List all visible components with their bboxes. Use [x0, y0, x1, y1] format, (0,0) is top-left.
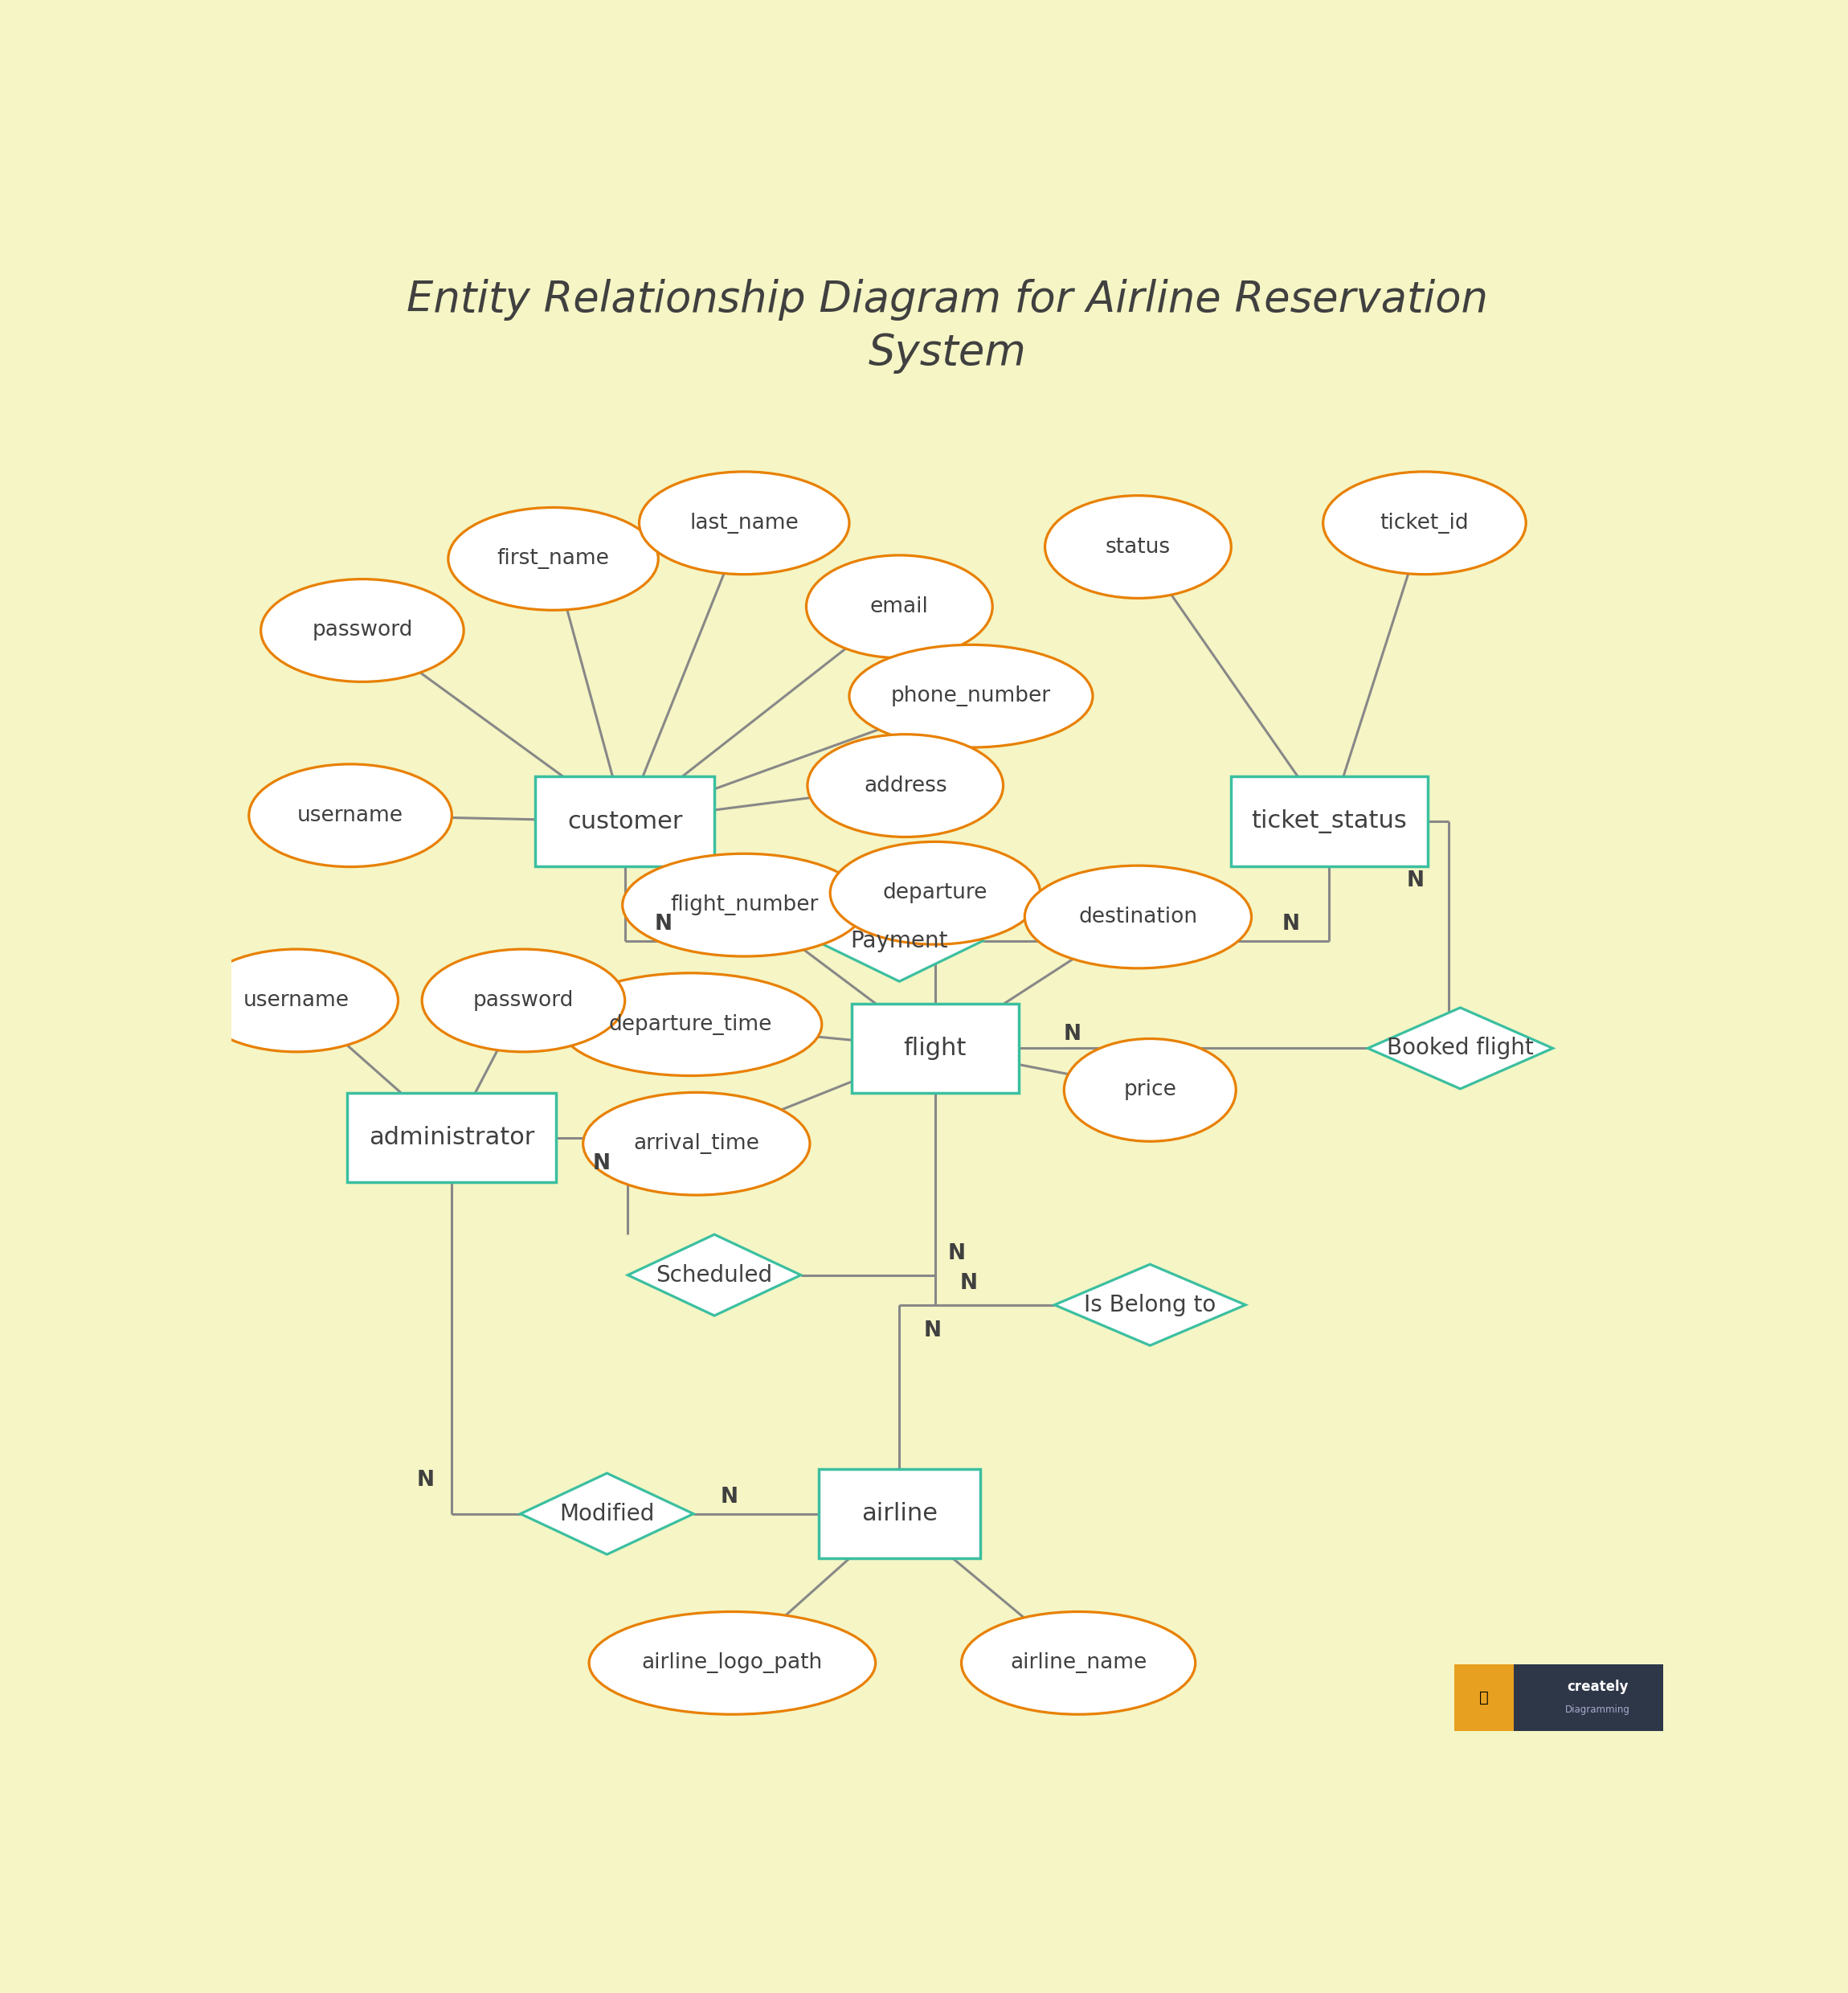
Text: username: username [298, 805, 403, 825]
Text: destination: destination [1079, 907, 1198, 927]
Text: customer: customer [567, 809, 682, 833]
Polygon shape [1368, 1008, 1552, 1088]
Ellipse shape [830, 841, 1040, 945]
Text: flight_number: flight_number [671, 895, 819, 915]
Text: Is Belong to: Is Belong to [1085, 1293, 1216, 1315]
Text: departure: departure [883, 883, 987, 903]
Text: creately: creately [1567, 1680, 1628, 1694]
Text: N: N [593, 1154, 610, 1174]
Ellipse shape [249, 763, 451, 867]
Text: last_name: last_name [689, 512, 798, 534]
Ellipse shape [1064, 1038, 1236, 1142]
Text: N: N [924, 1321, 942, 1341]
Polygon shape [628, 1234, 800, 1315]
Text: N: N [1283, 913, 1299, 935]
Ellipse shape [850, 646, 1092, 747]
Text: N: N [1406, 871, 1425, 891]
Text: airline: airline [861, 1503, 937, 1525]
Ellipse shape [808, 733, 1003, 837]
Polygon shape [1055, 1264, 1246, 1345]
Text: password: password [312, 620, 412, 642]
Polygon shape [815, 901, 983, 981]
Text: N: N [959, 1274, 978, 1293]
Ellipse shape [449, 508, 658, 610]
Text: arrival_time: arrival_time [634, 1134, 760, 1154]
Text: airline_name: airline_name [1011, 1652, 1148, 1674]
Text: Diagramming: Diagramming [1565, 1704, 1630, 1714]
Ellipse shape [584, 1092, 809, 1196]
Text: address: address [863, 775, 946, 795]
Text: Scheduled: Scheduled [656, 1264, 772, 1285]
Ellipse shape [261, 580, 464, 682]
Polygon shape [521, 1473, 693, 1555]
Text: Modified: Modified [560, 1503, 654, 1525]
FancyBboxPatch shape [347, 1092, 556, 1182]
FancyBboxPatch shape [1454, 1664, 1674, 1732]
Text: administrator: administrator [370, 1126, 534, 1150]
Text: price: price [1124, 1080, 1177, 1100]
Text: first_name: first_name [497, 548, 610, 570]
Text: email: email [870, 596, 930, 618]
FancyBboxPatch shape [536, 777, 715, 867]
Ellipse shape [560, 973, 822, 1076]
Text: Booked flight: Booked flight [1386, 1036, 1534, 1060]
Text: airline_logo_path: airline_logo_path [641, 1652, 822, 1674]
Text: phone_number: phone_number [891, 686, 1052, 708]
Text: N: N [1064, 1024, 1081, 1044]
FancyBboxPatch shape [1231, 777, 1427, 867]
Text: N: N [948, 1244, 965, 1264]
Ellipse shape [961, 1612, 1196, 1714]
Ellipse shape [590, 1612, 876, 1714]
Text: password: password [473, 991, 573, 1010]
Text: Entity Relationship Diagram for Airline Reservation
System: Entity Relationship Diagram for Airline … [407, 279, 1488, 373]
Text: status: status [1105, 536, 1170, 558]
Ellipse shape [623, 853, 867, 957]
FancyBboxPatch shape [852, 1004, 1018, 1092]
Text: Payment: Payment [850, 929, 948, 953]
Ellipse shape [639, 472, 850, 574]
Text: ticket_id: ticket_id [1380, 512, 1469, 534]
Ellipse shape [421, 949, 625, 1052]
FancyBboxPatch shape [819, 1469, 979, 1559]
Text: departure_time: departure_time [608, 1014, 772, 1034]
Text: username: username [244, 991, 349, 1010]
FancyBboxPatch shape [1454, 1664, 1514, 1732]
Text: N: N [721, 1487, 737, 1507]
Text: flight: flight [904, 1036, 967, 1060]
Ellipse shape [1323, 472, 1526, 574]
Ellipse shape [196, 949, 397, 1052]
Text: N: N [654, 913, 673, 935]
Text: ticket_status: ticket_status [1251, 809, 1406, 833]
Ellipse shape [806, 556, 992, 658]
Ellipse shape [1024, 865, 1251, 969]
Text: 💡: 💡 [1480, 1690, 1489, 1706]
Text: N: N [416, 1471, 434, 1491]
Ellipse shape [1044, 496, 1231, 598]
